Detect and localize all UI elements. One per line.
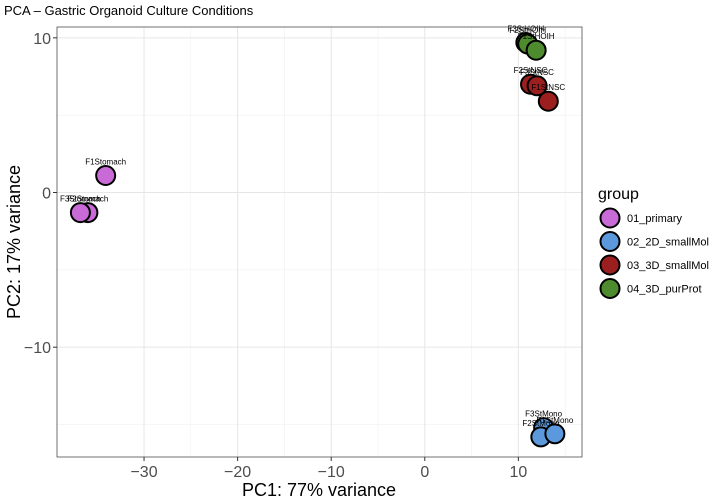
point-label: F3StNSC — [520, 68, 554, 77]
x-tick-label: −10 — [318, 464, 345, 481]
point-label: F3StHOIH — [507, 24, 544, 33]
legend-label: 04_3D_purProt — [627, 284, 702, 296]
data-point — [525, 39, 547, 61]
point-label: F2StHOIH — [509, 26, 546, 35]
legend-key — [599, 278, 621, 299]
point-label: F1StHOIH — [518, 32, 555, 41]
grid — [57, 27, 582, 457]
y-tick-label: 10 — [33, 31, 51, 48]
x-tick-label: 10 — [509, 464, 527, 481]
point-label: F1StNSC — [531, 83, 565, 92]
legend-key — [599, 231, 621, 252]
legend-label: 03_3D_smallMol — [627, 260, 709, 272]
y-axis-title: PC2: 17% variance — [4, 165, 24, 319]
legend-title: group — [598, 186, 639, 203]
data-point — [537, 90, 559, 112]
point-label: F2Stomach — [67, 195, 108, 204]
data-points — [69, 31, 566, 448]
point-label: F1Stomach — [85, 157, 126, 166]
data-point — [526, 75, 548, 97]
legend-label: 02_2D_smallMol — [627, 237, 709, 249]
x-tick-label: −20 — [224, 464, 251, 481]
data-point — [69, 202, 91, 224]
legend: group 01_primary 02_2D_smallMol 03_3D_smal… — [598, 186, 709, 299]
x-tick-label: −30 — [130, 464, 157, 481]
legend-key — [599, 254, 621, 276]
x-axis: −30 −20 −10 0 10 — [130, 457, 527, 481]
point-label: F2StMono — [522, 419, 559, 428]
point-label: F2StNSC — [514, 66, 548, 75]
x-tick-label: 0 — [420, 464, 429, 481]
x-axis-title: PC1: 77% variance — [242, 480, 396, 500]
plot-panel — [57, 27, 582, 457]
y-tick-label: 0 — [42, 186, 51, 203]
legend-items: 01_primary 02_2D_smallMol 03_3D_smallMol 04… — [599, 207, 709, 299]
legend-label: 01_primary — [627, 213, 683, 225]
point-label: F3StMono — [525, 410, 562, 419]
y-tick-label: −10 — [24, 340, 51, 357]
chart-title: PCA – Gastric Organoid Culture Condition… — [4, 3, 254, 18]
point-label: F3Stomach — [60, 195, 101, 204]
data-point — [95, 164, 117, 186]
plot-border — [56, 26, 583, 458]
y-axis: −10 0 10 — [24, 31, 57, 357]
legend-key — [599, 207, 621, 229]
point-label: F1StMono — [536, 416, 573, 425]
data-point — [544, 423, 566, 445]
